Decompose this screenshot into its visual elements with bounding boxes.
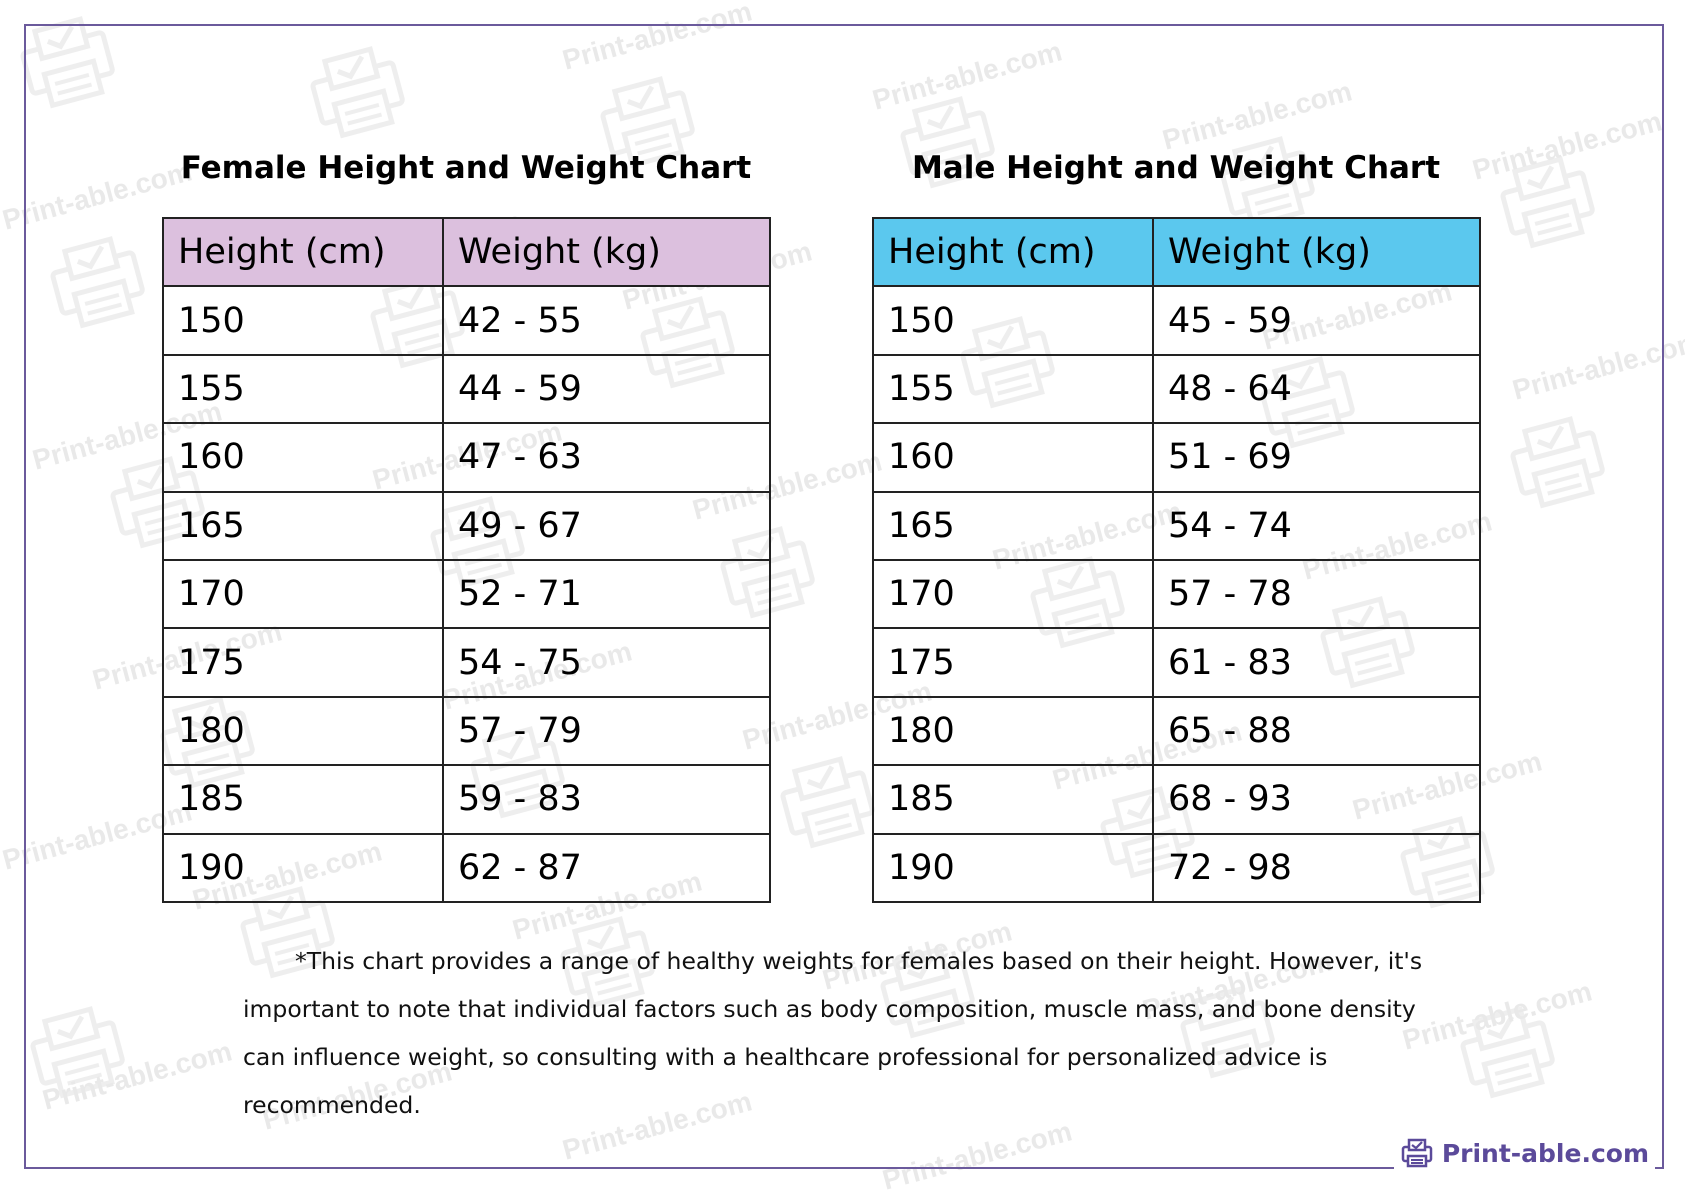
table-row: 160 47 - 63 [162,422,771,493]
brand-label: Print-able.com [1441,1138,1649,1168]
male-weight-table: Height (cm) Weight (kg) 150 45 - 59 155 48 … [872,216,1481,903]
weight-range-cell: 72 - 98 [1152,832,1481,903]
male-chart-title: Male Height and Weight Chart [911,150,1441,186]
weight-range-cell: 68 - 93 [1152,764,1481,835]
weight-range-cell: 65 - 88 [1152,695,1481,767]
height-column-header: Height (cm) [162,216,444,288]
page-frame [24,24,1664,1169]
table-row: 180 65 - 88 [872,695,1481,767]
weight-range-cell: 54 - 74 [1152,490,1481,561]
height-cell: 190 [162,832,444,903]
table-row: 190 62 - 87 [162,832,771,903]
weight-range-cell: 42 - 55 [442,285,771,356]
height-cell: 170 [872,558,1154,630]
height-cell: 150 [162,285,444,356]
table-row: 190 72 - 98 [872,832,1481,903]
table-row: 170 57 - 78 [872,558,1481,630]
weight-range-cell: 47 - 63 [442,422,771,493]
table-row: 150 42 - 55 [162,285,771,356]
weight-range-cell: 61 - 83 [1152,627,1481,698]
table-row: 185 59 - 83 [162,764,771,835]
weight-range-cell: 54 - 75 [442,627,771,698]
weight-range-cell: 59 - 83 [442,764,771,835]
female-weight-table: Height (cm) Weight (kg) 150 42 - 55 155 44 … [162,216,771,903]
weight-column-header: Weight (kg) [442,216,771,288]
disclaimer-note: *This chart provides a range of healthy … [243,947,1423,1119]
height-cell: 150 [872,285,1154,356]
height-cell: 160 [872,422,1154,493]
table-row: 150 45 - 59 [872,285,1481,356]
weight-range-cell: 52 - 71 [442,558,771,630]
weight-range-cell: 44 - 59 [442,353,771,425]
height-cell: 155 [872,353,1154,425]
height-cell: 160 [162,422,444,493]
height-cell: 180 [162,695,444,767]
brand-logo: Print-able.com [1393,1133,1655,1173]
table-header-row: Height (cm) Weight (kg) [872,216,1481,288]
weight-range-cell: 57 - 79 [442,695,771,767]
weight-column-header: Weight (kg) [1152,216,1481,288]
height-cell: 165 [872,490,1154,561]
table-row: 175 61 - 83 [872,627,1481,698]
height-cell: 170 [162,558,444,630]
table-row: 180 57 - 79 [162,695,771,767]
table-row: 165 49 - 67 [162,490,771,561]
printer-check-icon [1401,1138,1433,1168]
weight-range-cell: 49 - 67 [442,490,771,561]
height-cell: 185 [162,764,444,835]
height-column-header: Height (cm) [872,216,1154,288]
table-row: 165 54 - 74 [872,490,1481,561]
table-row: 185 68 - 93 [872,764,1481,835]
weight-range-cell: 57 - 78 [1152,558,1481,630]
weight-range-cell: 45 - 59 [1152,285,1481,356]
height-cell: 180 [872,695,1154,767]
table-row: 175 54 - 75 [162,627,771,698]
weight-range-cell: 48 - 64 [1152,353,1481,425]
table-row: 160 51 - 69 [872,422,1481,493]
weight-range-cell: 51 - 69 [1152,422,1481,493]
table-header-row: Height (cm) Weight (kg) [162,216,771,288]
height-cell: 155 [162,353,444,425]
height-cell: 185 [872,764,1154,835]
table-row: 155 48 - 64 [872,353,1481,425]
height-cell: 165 [162,490,444,561]
table-row: 155 44 - 59 [162,353,771,425]
height-cell: 190 [872,832,1154,903]
weight-range-cell: 62 - 87 [442,832,771,903]
female-chart-title: Female Height and Weight Chart [180,150,752,186]
height-cell: 175 [162,627,444,698]
height-cell: 175 [872,627,1154,698]
table-row: 170 52 - 71 [162,558,771,630]
